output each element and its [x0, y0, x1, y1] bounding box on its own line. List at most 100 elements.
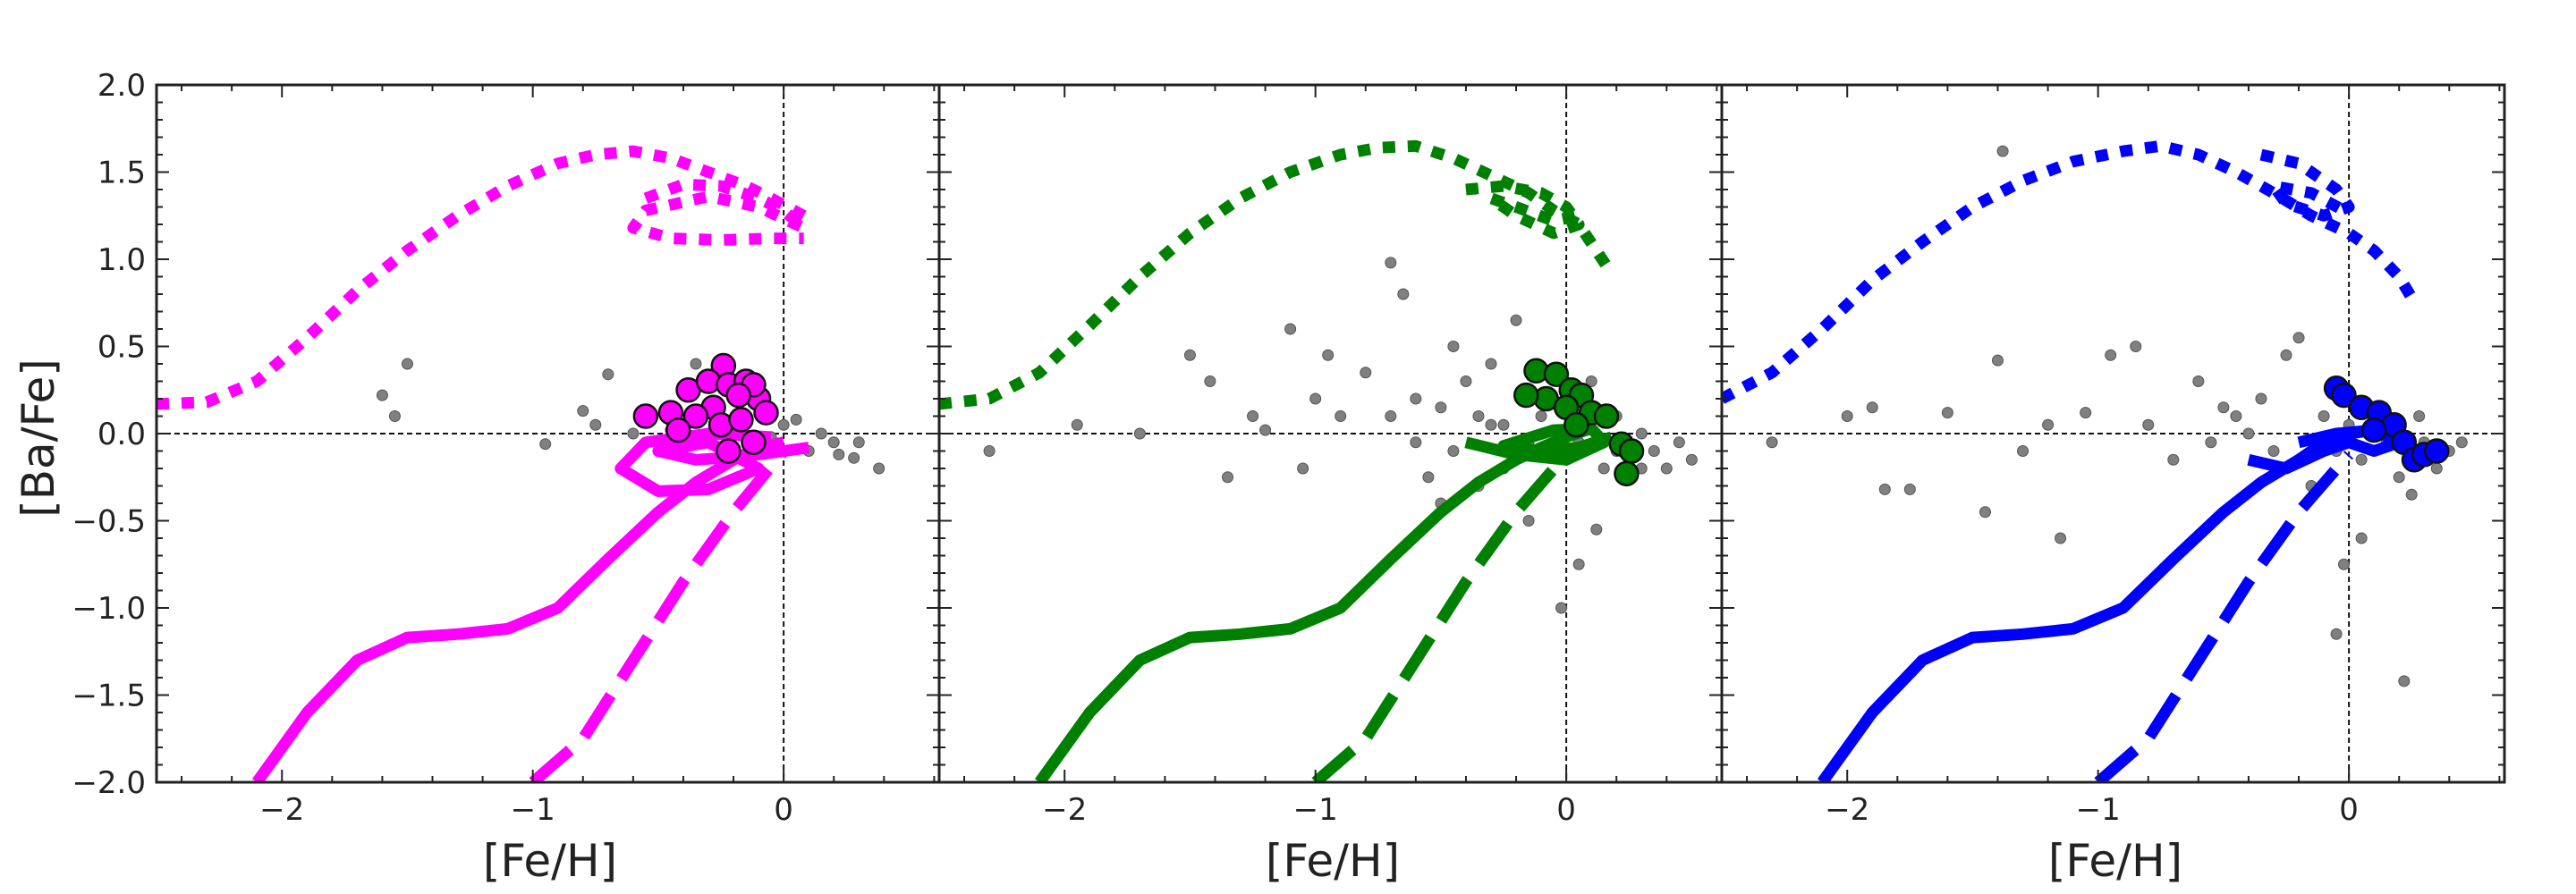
background-point	[1497, 418, 1510, 431]
background-point	[983, 445, 996, 457]
background-point	[2192, 375, 2205, 387]
background-point	[1447, 341, 1460, 352]
background-point	[1673, 436, 1685, 449]
sample-point	[1618, 438, 1645, 464]
y-tick-label: 1.5	[97, 156, 146, 191]
background-point	[539, 438, 552, 451]
background-point	[2280, 349, 2292, 361]
background-point	[852, 436, 865, 449]
background-point	[690, 358, 702, 370]
background-point	[1555, 602, 1568, 614]
background-point	[1766, 436, 1778, 449]
panel-left: −2 −1 0 2.0 1.5 1.0 0.5 0.0 −0.5 −1.0 −1.5 −2.0	[72, 68, 1000, 828]
background-point	[2217, 401, 2230, 414]
background-point	[1071, 418, 1083, 431]
plot-area-left	[157, 85, 1000, 782]
background-point	[1941, 407, 1953, 419]
background-point	[602, 368, 614, 381]
background-point	[1996, 145, 2009, 157]
x-axis-label-left: [Fe/H]	[483, 835, 617, 887]
sample-point	[716, 438, 741, 464]
sample-point	[2424, 438, 2450, 464]
error-bar-center	[1762, 133, 1771, 142]
model-curve-dotted	[1465, 180, 1585, 240]
background-point	[2413, 410, 2426, 422]
sample-point	[682, 403, 709, 429]
panel-middle: −2 −1 0	[937, 83, 1783, 828]
background-point	[627, 427, 640, 440]
background-point	[2330, 628, 2343, 640]
sample-point	[728, 407, 754, 433]
background-point	[2255, 392, 2267, 405]
y-tick-label: 0.5	[97, 330, 146, 366]
background-point	[1535, 410, 1547, 422]
background-point	[1572, 558, 1585, 570]
error-bar-center	[979, 133, 988, 142]
model-curve-solid	[614, 427, 810, 497]
background-point	[1204, 375, 1216, 387]
background-point	[815, 427, 827, 440]
background-point	[388, 410, 401, 422]
background-point	[2105, 349, 2117, 361]
background-point	[1360, 367, 1372, 379]
error-bar-middle	[1752, 125, 1783, 149]
x-axis-label-right: [Fe/H]	[2048, 835, 2182, 887]
plot-area-right	[1722, 85, 2565, 782]
background-point	[2042, 418, 2055, 431]
x-tick-label: −1	[1293, 792, 1338, 828]
background-point	[2292, 332, 2305, 344]
background-point	[2205, 436, 2217, 449]
panel-right: −2 −1 0	[1720, 83, 2565, 828]
error-bar-right	[2535, 125, 2565, 149]
background-point	[848, 451, 860, 464]
background-point	[2142, 418, 2155, 431]
background-point	[1522, 515, 1535, 527]
background-point	[1183, 349, 1196, 361]
background-point	[777, 418, 790, 431]
background-point	[1284, 323, 1297, 335]
background-point	[1597, 462, 1610, 475]
background-point	[1590, 523, 1603, 536]
x-tick-label: −2	[259, 792, 304, 828]
sample-point	[665, 417, 691, 443]
background-point	[1472, 410, 1485, 422]
background-point	[401, 358, 413, 370]
sample-point	[1614, 460, 1640, 487]
background-point	[1485, 358, 1497, 370]
background-point	[1979, 506, 1991, 519]
background-point	[1635, 427, 1648, 440]
error-bar-left	[970, 125, 1000, 149]
background-point	[1685, 453, 1698, 466]
model-curve-dotted	[2259, 148, 2355, 222]
sample-point	[632, 403, 659, 429]
background-point	[2355, 453, 2368, 466]
model-curve-dotted	[939, 139, 1617, 410]
x-tick-label: 0	[2339, 792, 2359, 828]
x-tick-label: −1	[2076, 792, 2121, 828]
error-bar-center	[2545, 133, 2554, 142]
model-curve-solid	[1034, 423, 1594, 782]
model-curve-dotted	[627, 178, 810, 246]
background-point	[589, 418, 602, 431]
background-point	[2398, 675, 2411, 687]
background-point	[1335, 410, 1347, 422]
background-point	[2455, 436, 2468, 449]
background-point	[1247, 410, 1259, 422]
sample-point	[2331, 382, 2357, 409]
background-point	[827, 436, 840, 449]
background-point	[1422, 471, 1435, 484]
sample-point	[1563, 412, 1589, 438]
background-point	[1410, 436, 1422, 449]
y-tick-label: −0.5	[72, 504, 146, 540]
background-point	[1410, 392, 1422, 405]
background-point	[1447, 445, 1460, 457]
model-curve-solid	[2247, 424, 2405, 475]
sample-point	[753, 400, 779, 426]
panels-layer: −2 −1 0 2.0 1.5 1.0 0.5 0.0 −0.5 −1.0 −1.5 −2.0 −2 −1…	[72, 68, 2565, 828]
sample-point	[725, 382, 751, 409]
background-point	[2167, 453, 2180, 466]
y-tick-label: −1.5	[72, 679, 146, 714]
background-point	[2130, 341, 2142, 352]
y-tick-label: −1.0	[72, 591, 146, 627]
model-curve-dashed	[1311, 451, 1572, 782]
